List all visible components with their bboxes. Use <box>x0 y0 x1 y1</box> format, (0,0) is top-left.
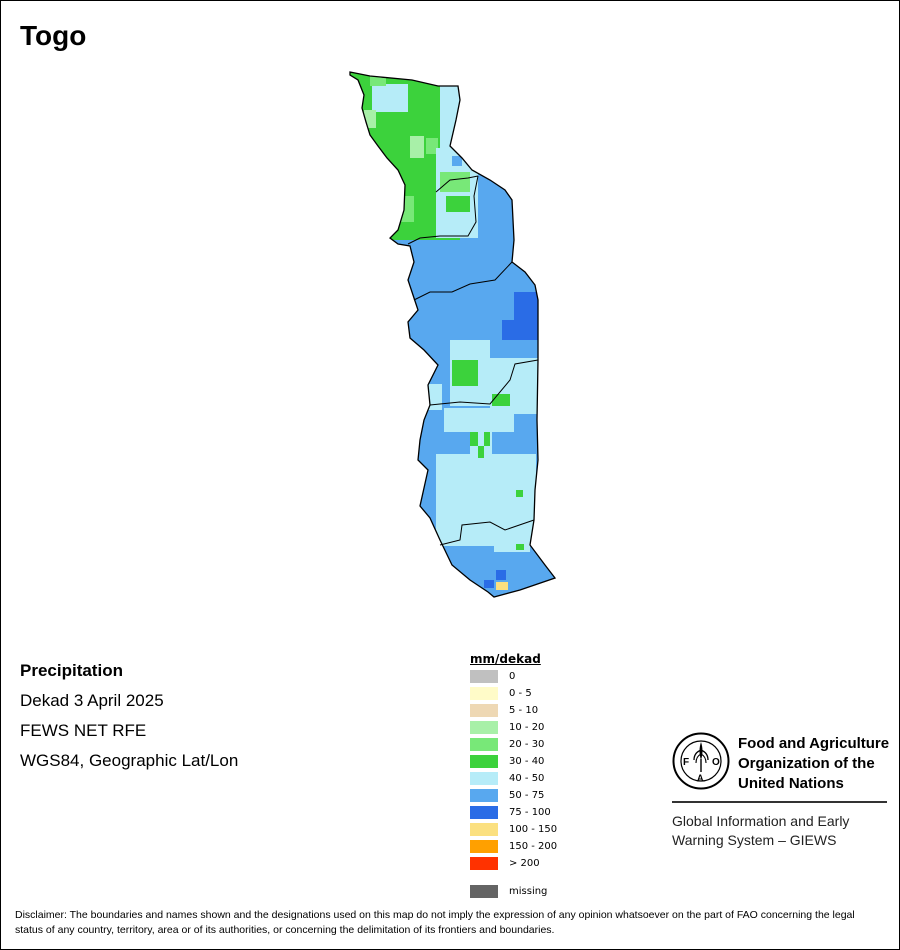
period-label: Dekad 3 April 2025 <box>20 691 164 710</box>
legend-label-9: 100 - 150 <box>509 824 558 835</box>
boundary-plateaux-maritime <box>439 519 535 546</box>
legend-label-missing: missing <box>509 886 548 897</box>
boundary-savanes-kara-east <box>435 175 479 193</box>
legend-swatch-5 <box>470 755 498 768</box>
legend-swatch-missing <box>470 885 498 898</box>
map-title: Togo <box>20 20 87 51</box>
raster-zone-central-west-40-50 <box>428 384 442 410</box>
togo-precipitation-map <box>349 71 556 598</box>
fao-logo-icon: F A O <box>672 732 730 790</box>
raster-zone-north-cell-b-20-30 <box>426 138 438 154</box>
giews-line2: Warning System – GIEWS <box>672 832 837 848</box>
legend-swatch-4 <box>470 738 498 751</box>
raster-zone-maritime-40-50 <box>494 530 530 552</box>
source-label: FEWS NET RFE <box>20 721 147 740</box>
legend-label-4: 20 - 30 <box>509 739 545 750</box>
org-name-line3: United Nations <box>738 775 844 792</box>
raster-zone-north-cell-a-10-20 <box>410 136 424 158</box>
legend-swatch-0 <box>470 670 498 683</box>
legend-swatch-6 <box>470 772 498 785</box>
raster-zone-east-cell-75-100 <box>502 320 518 340</box>
boundary-savanes-kara <box>407 175 479 245</box>
raster-zone-plateaux-north-40-50 <box>444 408 514 432</box>
legend-label-3: 10 - 20 <box>509 722 545 733</box>
variable-label: Precipitation <box>20 661 123 680</box>
region-boundaries <box>407 175 539 546</box>
legend-swatch-2 <box>470 704 498 717</box>
rainfall-raster <box>350 72 555 597</box>
disclaimer: Disclaimer: The boundaries and names sho… <box>15 909 855 936</box>
raster-zone-central-cell-30-40 <box>452 360 478 386</box>
map-info: Precipitation Dekad 3 April 2025 FEWS NE… <box>20 656 238 776</box>
legend-label-10: 150 - 200 <box>509 841 558 852</box>
fao-logo-letter-f: F <box>683 757 689 768</box>
giews-line1: Global Information and Early <box>672 813 850 829</box>
legend-label-11: > 200 <box>509 858 540 869</box>
legend-swatch-8 <box>470 806 498 819</box>
raster-zone-north-top-40-50 <box>372 84 408 112</box>
raster-zone-kara-cell-20-30 <box>440 172 470 192</box>
legend-swatch-9 <box>470 823 498 836</box>
boundary-centrale-plateaux <box>429 359 539 406</box>
raster-zone-coast-b-75-100 <box>484 580 494 588</box>
raster-zone-plateaux-cell-a-30-40 <box>470 432 478 446</box>
legend-label-1: 0 - 5 <box>509 688 532 699</box>
org-name-line2: Organization of the <box>738 755 875 772</box>
raster-zone-plateaux-cell-b-30-40 <box>484 432 490 446</box>
raster-zone-north-cell-d-20-30 <box>370 76 386 86</box>
legend-label-7: 50 - 75 <box>509 790 545 801</box>
legend-swatch-11 <box>470 857 498 870</box>
projection-label: WGS84, Geographic Lat/Lon <box>20 751 239 770</box>
legend-label-5: 30 - 40 <box>509 756 545 767</box>
legend-title: mm/dekad <box>470 652 541 666</box>
raster-zone-kara-cell-50-75 <box>452 156 462 166</box>
org-name-line1: Food and Agriculture <box>738 735 890 752</box>
legend-label-2: 5 - 10 <box>509 705 539 716</box>
legend-swatch-7 <box>470 789 498 802</box>
raster-zone-coast-75-100 <box>496 570 506 580</box>
fao-logo-letter-o: O <box>712 757 720 768</box>
raster-zone-east-75-100 <box>514 292 540 340</box>
org-name: Food and Agriculture Organization of the… <box>738 734 889 794</box>
legend: mm/dekad 0 0 - 5 5 - 10 10 - 20 20 - 30 … <box>470 652 557 900</box>
raster-zone-maritime-cell-30-40 <box>516 544 524 550</box>
legend-swatch-3 <box>470 721 498 734</box>
legend-swatch-10 <box>470 840 498 853</box>
legend-label-8: 75 - 100 <box>509 807 551 818</box>
raster-zone-coast-100-150 <box>496 582 508 590</box>
legend-label-6: 40 - 50 <box>509 773 545 784</box>
raster-zone-plateaux-cell-d-30-40 <box>516 490 523 497</box>
legend-swatch-1 <box>470 687 498 700</box>
boundary-kara-centrale <box>413 261 513 301</box>
fao-logo-letter-a: A <box>697 773 704 783</box>
raster-zone-central-cell-b-30-40 <box>492 394 510 406</box>
giews-label: Global Information and Early Warning Sys… <box>672 812 849 850</box>
org-divider <box>672 801 887 803</box>
raster-zone-kara-cell-30-40 <box>446 196 470 212</box>
raster-zone-plateaux-cell-c-30-40 <box>478 446 484 458</box>
legend-label-0: 0 <box>509 671 516 682</box>
